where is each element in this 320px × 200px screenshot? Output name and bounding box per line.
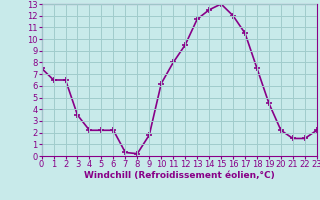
- X-axis label: Windchill (Refroidissement éolien,°C): Windchill (Refroidissement éolien,°C): [84, 171, 275, 180]
